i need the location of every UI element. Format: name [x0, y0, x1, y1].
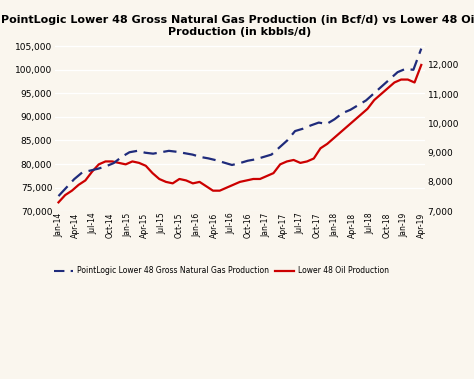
Title: PointLogic Lower 48 Gross Natural Gas Production (in Bcf/d) vs Lower 48 Oil
Prod: PointLogic Lower 48 Gross Natural Gas Pr…: [1, 15, 474, 37]
Legend: PointLogic Lower 48 Gross Natural Gas Production, Lower 48 Oil Production: PointLogic Lower 48 Gross Natural Gas Pr…: [51, 263, 392, 279]
